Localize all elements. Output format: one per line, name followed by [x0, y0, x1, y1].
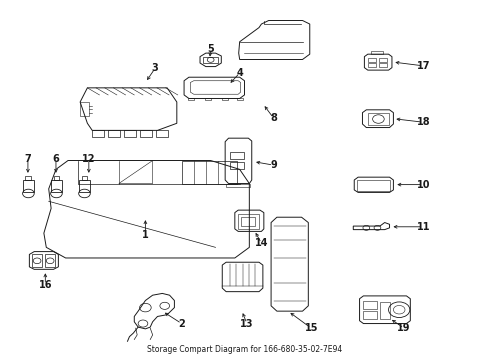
Text: Storage Compart Diagram for 166-680-35-02-7E94: Storage Compart Diagram for 166-680-35-0…	[146, 345, 342, 354]
Bar	[92, 130, 104, 138]
Text: 16: 16	[39, 280, 52, 289]
Text: 3: 3	[151, 63, 158, 73]
Bar	[23, 180, 34, 192]
Text: 12: 12	[82, 154, 95, 165]
Bar	[378, 58, 386, 62]
Text: 13: 13	[240, 319, 253, 329]
Bar	[378, 63, 386, 67]
Bar	[236, 99, 242, 100]
Text: 7: 7	[24, 154, 31, 165]
Bar	[356, 180, 389, 191]
Bar	[367, 63, 375, 67]
Bar	[205, 99, 211, 100]
Bar	[124, 130, 136, 138]
Text: 18: 18	[416, 117, 429, 127]
Text: 2: 2	[178, 319, 184, 329]
Bar	[241, 216, 254, 226]
Text: 15: 15	[304, 323, 317, 333]
Bar	[156, 130, 168, 138]
Bar	[362, 301, 377, 309]
Bar	[181, 161, 237, 184]
Bar	[53, 176, 59, 180]
Bar	[379, 302, 389, 319]
Bar	[203, 57, 218, 63]
Bar	[108, 130, 120, 138]
Text: 6: 6	[53, 154, 59, 165]
Bar	[229, 152, 243, 159]
Bar	[79, 180, 90, 192]
Bar	[25, 176, 31, 180]
Text: 14: 14	[254, 238, 267, 248]
Bar	[370, 51, 382, 54]
Text: 1: 1	[142, 230, 148, 240]
Text: 9: 9	[269, 160, 276, 170]
Bar	[237, 214, 259, 229]
Text: 19: 19	[396, 323, 410, 333]
Bar	[362, 311, 377, 319]
Text: 4: 4	[236, 68, 243, 78]
Bar	[367, 113, 388, 125]
Bar	[81, 176, 87, 180]
Bar	[32, 255, 42, 267]
Text: 5: 5	[207, 44, 214, 54]
Bar	[222, 99, 227, 100]
Bar	[45, 255, 55, 267]
Text: 17: 17	[416, 61, 429, 71]
Bar	[140, 130, 152, 138]
Bar	[188, 99, 194, 100]
Bar	[51, 180, 61, 192]
Text: 8: 8	[269, 113, 276, 123]
Bar	[367, 58, 375, 62]
Text: 10: 10	[416, 180, 429, 190]
Bar	[229, 162, 243, 169]
Text: 11: 11	[416, 222, 429, 232]
